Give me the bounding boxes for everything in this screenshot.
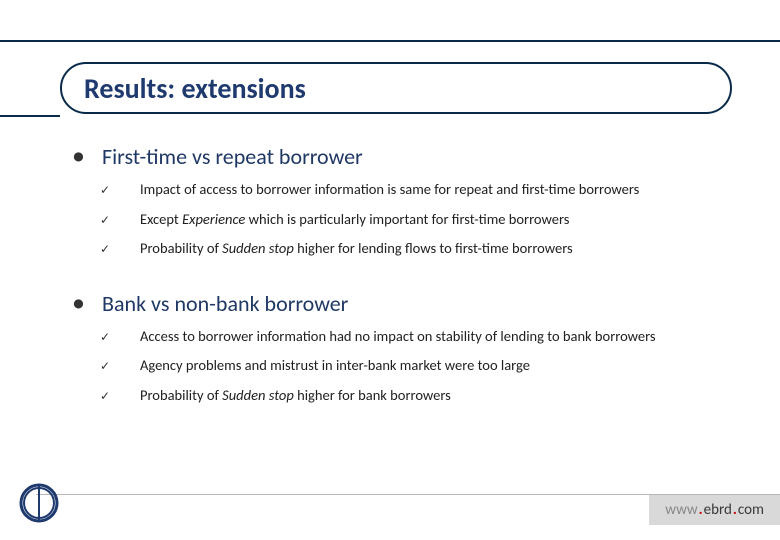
section-heading: First-time vs repeat borrower	[102, 143, 363, 170]
url-part: ebrd	[704, 501, 732, 519]
bullet-dot-icon: •	[72, 289, 102, 315]
bullet-text: Agency problems and mistrust in inter-ba…	[140, 356, 530, 376]
check-icon: ✓	[100, 359, 140, 374]
slide-title-text: Results: extensions	[84, 71, 306, 106]
bullet-text: Impact of access to borrower information…	[140, 180, 639, 200]
bullet-l2: ✓ Probability of Sudden stop higher for …	[100, 239, 740, 259]
url-part: com	[738, 501, 764, 519]
bullet-text: Probability of Sudden stop higher for le…	[140, 239, 573, 259]
bullet-text: Except Experience which is particularly …	[140, 210, 569, 230]
bullet-text: Probability of Sudden stop higher for ba…	[140, 386, 451, 406]
url-dot-icon: .	[699, 501, 703, 519]
check-icon: ✓	[100, 213, 140, 228]
bullet-l2: ✓ Access to borrower information had no …	[100, 327, 740, 347]
top-rule	[0, 40, 780, 42]
bullet-l2: ✓ Except Experience which is particularl…	[100, 210, 740, 230]
bullet-l1: • First-time vs repeat borrower	[72, 142, 740, 170]
footer-url: www.ebrd.com	[649, 495, 780, 525]
bullet-l2: ✓ Probability of Sudden stop higher for …	[100, 386, 740, 406]
slide: Results: extensions • First-time vs repe…	[0, 0, 780, 540]
bullet-l2: ✓ Impact of access to borrower informati…	[100, 180, 740, 200]
slide-title: Results: extensions	[60, 62, 732, 114]
check-icon: ✓	[100, 242, 140, 257]
footer: www.ebrd.com	[0, 494, 780, 530]
url-part: www	[665, 501, 697, 519]
url-dot-icon: .	[733, 501, 737, 519]
check-icon: ✓	[100, 183, 140, 198]
check-icon: ✓	[100, 389, 140, 404]
title-rule-left	[0, 115, 60, 117]
check-icon: ✓	[100, 330, 140, 345]
section-heading: Bank vs non-bank borrower	[102, 290, 348, 317]
ebrd-logo-icon	[18, 482, 60, 524]
bullet-l1: • Bank vs non-bank borrower	[72, 289, 740, 317]
bullet-dot-icon: •	[72, 142, 102, 168]
bullet-text: Access to borrower information had no im…	[140, 327, 656, 347]
content-area: • First-time vs repeat borrower ✓ Impact…	[72, 134, 740, 405]
bullet-l2: ✓ Agency problems and mistrust in inter-…	[100, 356, 740, 376]
